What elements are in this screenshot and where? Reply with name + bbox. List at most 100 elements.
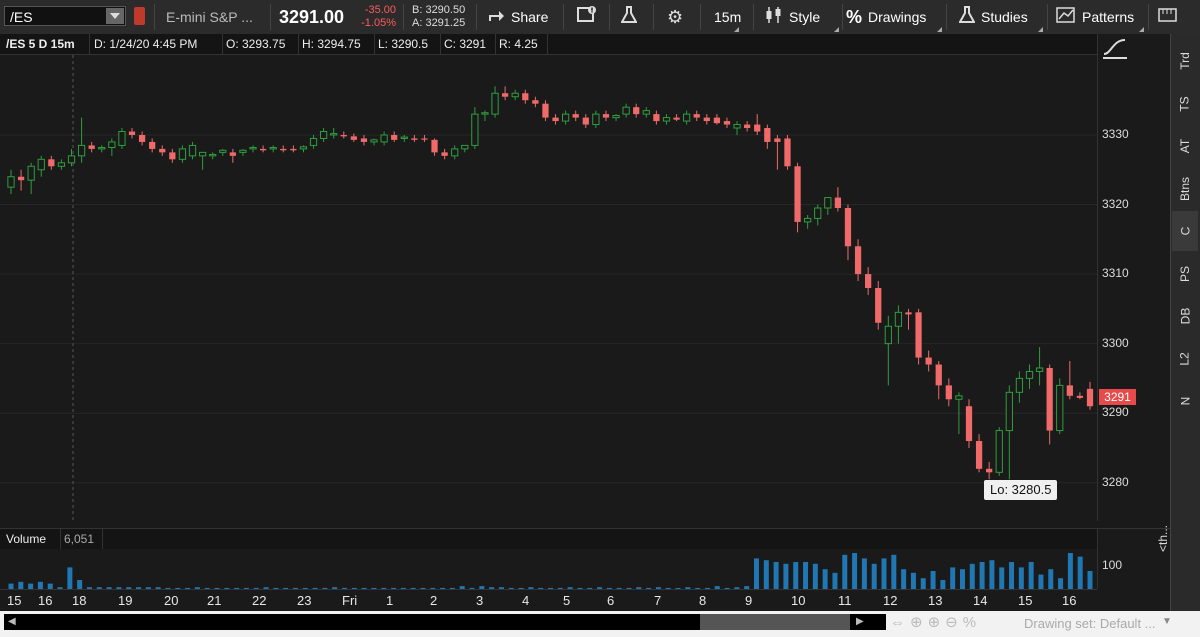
candle [925, 350, 932, 372]
volume-bar [1009, 562, 1015, 589]
drawings-button[interactable]: % Drawings [846, 0, 944, 34]
gear-icon: ⚙ [667, 6, 684, 27]
side-tab-at[interactable]: AT [1172, 126, 1198, 166]
chart-tools-button[interactable] [1158, 0, 1184, 34]
time-axis[interactable] [0, 589, 1097, 612]
scroll-left-icon[interactable]: ◀ [8, 616, 16, 627]
side-tab-db[interactable]: DB [1172, 296, 1198, 336]
time-axis-label: 6 [607, 593, 615, 608]
share-button[interactable]: Share [487, 0, 548, 34]
volume-bar [518, 587, 524, 589]
side-tab-ps[interactable]: PS [1172, 254, 1198, 294]
volume-bar [283, 587, 289, 589]
drawings-label: Drawings [868, 9, 927, 25]
candle [340, 131, 347, 139]
candle [98, 145, 106, 153]
percent-icon[interactable]: % [962, 614, 982, 631]
candle [1015, 371, 1024, 403]
volume-chart[interactable] [0, 549, 1097, 589]
chart-notes-button[interactable] [577, 0, 603, 34]
chevron-down-icon[interactable]: ▼ [1162, 616, 1172, 627]
volume-bar [214, 587, 220, 589]
price-axis-tick: 3320 [1102, 196, 1129, 211]
side-tab-label: DB [1177, 307, 1192, 325]
candle [138, 131, 146, 146]
zoom-out-icon[interactable]: ⊖ [945, 614, 963, 631]
side-tab-ts[interactable]: TS [1172, 84, 1198, 124]
volume-bars [8, 553, 1093, 589]
side-tab-l2[interactable]: L2 [1172, 339, 1198, 379]
side-tab-n[interactable]: N [1172, 381, 1198, 421]
style-button[interactable]: Style [765, 0, 841, 34]
candle [108, 138, 116, 156]
zoom-controls[interactable]: ⇔⊕⊕⊖% [890, 613, 981, 631]
volume-bar [822, 569, 828, 589]
studies-button[interactable]: Studies [958, 0, 1045, 34]
candle [77, 117, 86, 163]
price-axis-tick: 3290 [1102, 405, 1129, 420]
volume-bar [871, 563, 877, 589]
volume-bar [28, 583, 34, 589]
volume-bar [636, 587, 642, 589]
volume-axis [1097, 528, 1170, 589]
candle [400, 134, 408, 142]
candle [350, 133, 357, 142]
time-axis-label: Fri [342, 593, 358, 608]
volume-bar [528, 587, 534, 589]
drawing-set-selector[interactable]: Drawing set: Default ... [1024, 616, 1156, 631]
candle [642, 107, 650, 118]
side-tab-trd[interactable]: Trd [1172, 41, 1198, 81]
side-tab-c[interactable]: C [1172, 211, 1198, 251]
volume-bar [969, 563, 975, 589]
volume-bar [47, 583, 53, 589]
price-axis[interactable] [1097, 34, 1171, 521]
autoscale-icon[interactable] [1101, 36, 1131, 62]
side-tab-btns[interactable]: Btns [1172, 169, 1198, 209]
candle [481, 110, 489, 122]
zoom-in-icon[interactable]: ⊕ [927, 614, 946, 631]
candle [673, 114, 680, 122]
side-tab-label: PS [1177, 265, 1192, 282]
patterns-label: Patterns [1082, 9, 1135, 25]
candle [865, 267, 872, 295]
time-scrollbar[interactable] [4, 614, 886, 630]
price-chart[interactable] [0, 55, 1097, 521]
volume-bar [322, 587, 328, 589]
volume-bar [646, 587, 652, 589]
volume-bar [8, 583, 14, 589]
flask-icon [620, 6, 638, 28]
candle [290, 145, 297, 153]
flask-button[interactable] [620, 0, 643, 34]
side-panel-tabs [1170, 34, 1200, 612]
scroll-right-icon[interactable]: ▶ [856, 616, 864, 627]
volume-bar [243, 587, 249, 589]
low-marker-label: Lo: 3280.5 [984, 480, 1058, 500]
volume-bar [901, 569, 907, 589]
crosshair-icon[interactable]: ⊕ [910, 614, 928, 631]
side-extra-tab[interactable]: <th... [1156, 524, 1170, 552]
timeframe-button[interactable]: 15m [714, 0, 741, 34]
bar-close: C: 3291 [444, 37, 487, 51]
scrollbar-thumb[interactable] [700, 614, 850, 630]
candle [1086, 381, 1094, 410]
volume-bar [440, 587, 446, 589]
settings-button[interactable]: ⚙ [667, 0, 689, 34]
chevron-down-icon [110, 13, 120, 19]
side-tab-label: TS [1178, 95, 1192, 112]
percent-icon: % [846, 6, 863, 27]
candle [662, 114, 671, 125]
candle [754, 114, 761, 135]
pan-icon[interactable]: ⇔ [890, 614, 910, 631]
volume-bar [449, 587, 455, 589]
volume-bar [67, 567, 73, 589]
candle [461, 144, 469, 153]
alert-flag-icon[interactable] [134, 7, 145, 25]
candle [380, 131, 388, 146]
volume-bar [1058, 578, 1064, 589]
volume-bar [430, 587, 436, 589]
symbol-input[interactable] [4, 6, 126, 26]
patterns-button[interactable]: Patterns [1056, 0, 1146, 34]
change-percent: -1.05% [361, 17, 396, 29]
volume-bar [175, 587, 181, 589]
ask-value: A: 3291.25 [412, 17, 466, 29]
